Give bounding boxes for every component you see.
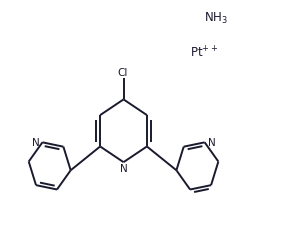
- Text: N: N: [120, 164, 128, 174]
- Text: Pt$^{++}$: Pt$^{++}$: [190, 45, 219, 60]
- Text: NH$_3$: NH$_3$: [204, 11, 228, 26]
- Text: N: N: [208, 138, 215, 148]
- Text: Cl: Cl: [117, 68, 127, 78]
- Text: N: N: [32, 138, 39, 148]
